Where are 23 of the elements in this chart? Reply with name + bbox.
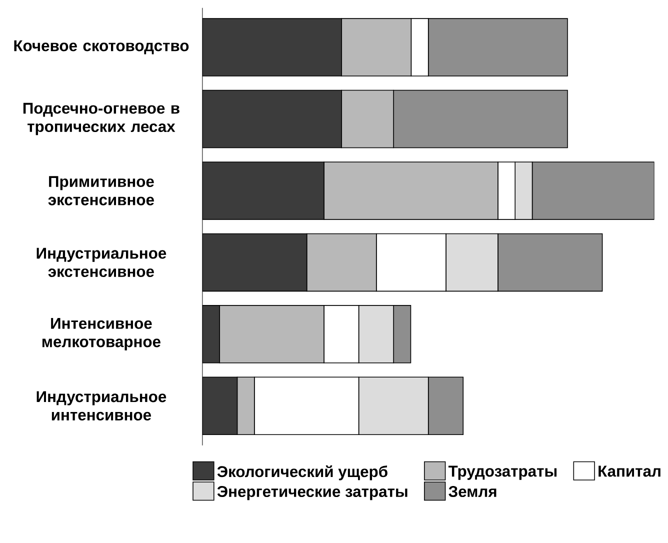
bar <box>532 161 654 220</box>
bar <box>393 90 568 148</box>
bar <box>202 18 342 76</box>
bar <box>393 304 412 364</box>
y-tick-label: Примитивное экстенсивное <box>48 176 154 206</box>
legend-label: Капитал <box>598 466 660 477</box>
bar <box>202 233 308 292</box>
bar <box>498 233 603 292</box>
y-tick-label: Подсечно-огневое в тропических лесах <box>23 102 180 136</box>
y-tick-label: Интенсивное мелкотоварное <box>42 318 160 350</box>
y-tick-label: Кочевое скотоводство <box>14 40 189 54</box>
y-tick-label: Индустриальное экстенсивное <box>36 248 166 277</box>
bar <box>202 161 324 220</box>
bar <box>428 18 568 76</box>
bar <box>202 304 220 364</box>
y-tick-label: Индустриальное интенсивное <box>36 391 166 420</box>
bar <box>202 90 342 148</box>
bar <box>428 376 464 435</box>
legend-label: Экологический ущерб <box>217 465 388 480</box>
legend-label: Трудозатраты <box>448 466 557 480</box>
legend-label: Энергетические затраты <box>217 486 408 500</box>
legend-label: Земля <box>448 486 496 497</box>
bar <box>202 376 238 435</box>
